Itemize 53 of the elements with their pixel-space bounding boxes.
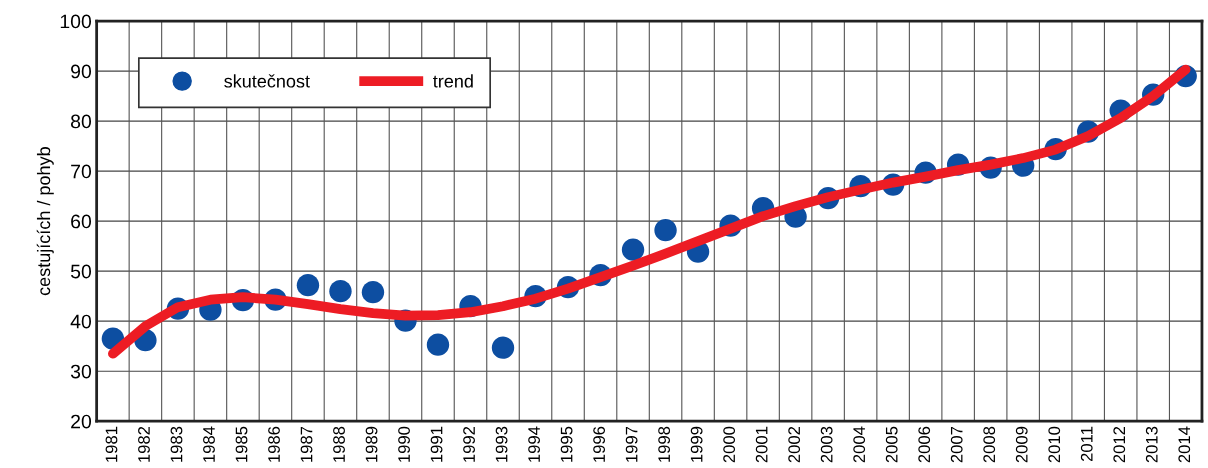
- x-tick-label: 1993: [495, 426, 508, 462]
- y-tick-label: 50: [70, 264, 92, 279]
- point: [329, 279, 352, 303]
- x-tick-label: 1998: [658, 426, 671, 462]
- point: [426, 333, 450, 356]
- x-tick-label: 2000: [723, 426, 736, 463]
- x-tick-label: 1987: [300, 426, 313, 462]
- x-tick-label: 1996: [593, 426, 606, 462]
- x-tick-label: 2006: [918, 426, 931, 463]
- y-tick-label: 90: [71, 64, 92, 79]
- x-tick-label: 1997: [625, 426, 638, 462]
- x-tick-label: 2012: [1113, 426, 1126, 463]
- x-tick-label: 1992: [463, 426, 475, 462]
- point: [654, 218, 677, 242]
- y-axis-title: cestujících / pohyb: [36, 147, 54, 296]
- x-tick-label: 2010: [1048, 426, 1061, 463]
- x-tick-label: 1981: [105, 426, 118, 462]
- x-tick-label: 2001: [755, 426, 768, 463]
- point: [296, 273, 320, 297]
- x-tick-label: 1989: [365, 426, 378, 462]
- y-tick-label: 60: [71, 214, 92, 229]
- x-tick-label: 2002: [788, 426, 801, 463]
- point: [621, 238, 645, 261]
- x-tick-label: 1994: [528, 426, 540, 462]
- y-tick-label: 70: [71, 164, 92, 179]
- y-tick-label: 80: [71, 114, 92, 129]
- x-tick-label: 1995: [560, 426, 573, 462]
- legend-label: trend: [433, 74, 473, 88]
- x-tick-label: 1984: [203, 426, 215, 462]
- point: [491, 336, 515, 359]
- point: [361, 280, 385, 304]
- x-tick-label: 2003: [820, 426, 833, 463]
- x-tick-label: 1990: [398, 426, 410, 462]
- x-tick-label: 1985: [235, 426, 248, 462]
- y-tick-label: 40: [70, 314, 92, 329]
- x-tick-label: 1991: [430, 426, 443, 462]
- x-tick-label: 1983: [170, 426, 183, 462]
- x-tick-label: 1986: [268, 426, 280, 462]
- x-tick-label: 1982: [138, 426, 150, 462]
- x-tick-label: 2009: [1015, 426, 1028, 463]
- x-tick-label: 1999: [690, 426, 703, 462]
- y-tick-label: 100: [60, 14, 92, 29]
- x-tick-label: 2004: [853, 426, 866, 463]
- x-tick-label: 2008: [983, 426, 996, 463]
- y-tick-label: 20: [71, 414, 92, 429]
- legend-label: skutečnost: [224, 74, 310, 88]
- x-tick-label: 2013: [1145, 426, 1158, 463]
- y-tick-label: 30: [70, 364, 92, 379]
- x-tick-label: 2011: [1080, 426, 1093, 462]
- x-tick-label: 2005: [885, 426, 898, 463]
- x-tick-label: 1988: [333, 426, 345, 462]
- x-tick-label: 2007: [950, 426, 963, 463]
- x-tick-label: 2014: [1178, 426, 1191, 463]
